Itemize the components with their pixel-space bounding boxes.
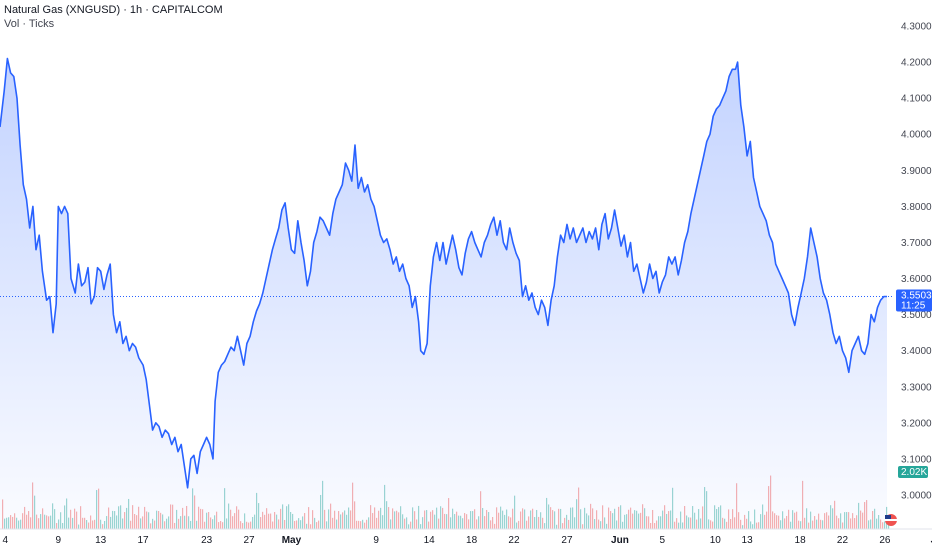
volume-badge: 2.02K (898, 466, 928, 478)
x-tick-label: 22 (837, 535, 849, 546)
x-tick-label: 27 (243, 535, 255, 546)
x-tick-label: Jul (931, 535, 932, 546)
bar-countdown: 11:25 (901, 300, 926, 311)
x-tick-label: 18 (795, 535, 807, 546)
x-tick-label: 17 (138, 535, 150, 546)
x-tick-label: 9 (56, 535, 62, 546)
x-tick-label: 18 (466, 535, 478, 546)
y-tick-label: 4.2000 (901, 58, 932, 69)
y-tick-label: 3.7000 (901, 238, 932, 249)
x-tick-label: May (282, 535, 302, 546)
volume-indicator-label[interactable]: Vol · Ticks (4, 18, 55, 30)
y-tick-label: 3.4000 (901, 346, 932, 357)
y-tick-label: 3.2000 (901, 418, 932, 429)
y-tick-label: 3.1000 (901, 454, 932, 465)
x-tick-label: 5 (660, 535, 666, 546)
x-tick-label: 10 (710, 535, 722, 546)
price-axis[interactable]: 4.3000 4.2000 4.1000 4.0000 3.9000 3.8000 3.70… (901, 22, 932, 502)
x-tick-label: 14 (424, 535, 436, 546)
y-tick-label: 3.9000 (901, 166, 932, 177)
y-tick-label: 4.0000 (901, 130, 932, 141)
y-tick-label: 4.3000 (901, 22, 932, 33)
chart-title: Natural Gas (XNGUSD) · 1h · CAPITALCOM (4, 4, 223, 16)
x-tick-label: 13 (95, 535, 107, 546)
time-axis[interactable]: 4 9 13 17 23 27 May 9 14 18 22 27 Jun 5 10 13 18 22 26 Jul (3, 535, 932, 546)
price-line (0, 57, 888, 489)
y-tick-label: 3.5000 (901, 310, 932, 321)
y-tick-label: 3.0000 (901, 491, 932, 502)
current-price-value: 3.5503 (901, 290, 932, 301)
x-tick-label: 22 (508, 535, 520, 546)
x-tick-label: 27 (561, 535, 573, 546)
flag-icon[interactable] (885, 514, 897, 526)
current-price-badge: 3.5503 11:25 (896, 289, 932, 312)
x-tick-label: 4 (3, 535, 9, 546)
y-tick-label: 3.8000 (901, 202, 932, 213)
x-tick-label: 9 (373, 535, 379, 546)
x-tick-label: 13 (742, 535, 754, 546)
volume-bar (888, 524, 890, 529)
x-tick-label: 26 (879, 535, 891, 546)
y-tick-label: 3.6000 (901, 274, 932, 285)
volume-value: 2.02K (901, 467, 927, 478)
x-tick-label: 23 (201, 535, 213, 546)
x-tick-label: Jun (611, 535, 629, 546)
price-area-fill (0, 58, 887, 529)
y-tick-label: 3.3000 (901, 382, 932, 393)
y-tick-label: 4.1000 (901, 94, 932, 105)
